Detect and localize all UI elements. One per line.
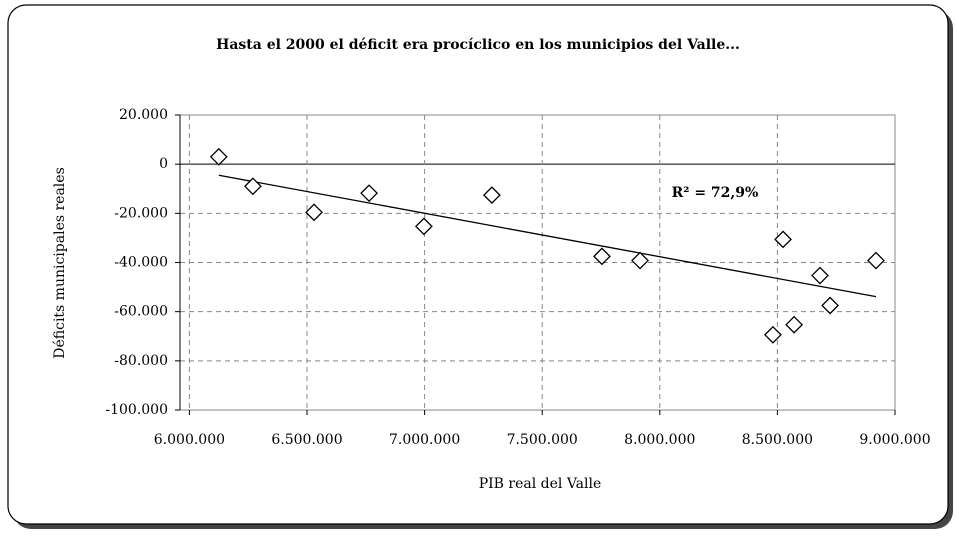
data-point bbox=[414, 217, 433, 236]
chart-title: Hasta el 2000 el déficit era procíclico … bbox=[216, 37, 740, 53]
data-point bbox=[867, 251, 885, 270]
data-point bbox=[482, 186, 501, 205]
x-tick-label: 6.000.000 bbox=[154, 432, 225, 448]
data-point bbox=[209, 147, 228, 166]
y-tick-label: -100.000 bbox=[105, 402, 168, 418]
data-point bbox=[305, 203, 323, 222]
x-axis-label: PIB real del Valle bbox=[479, 476, 602, 492]
x-tick-label: 9.000.000 bbox=[859, 432, 930, 448]
x-tick-label: 8.000.000 bbox=[624, 432, 695, 448]
y-tick-label: -60.000 bbox=[114, 304, 168, 320]
x-tick-label: 8.500.000 bbox=[742, 432, 813, 448]
data-point bbox=[785, 315, 804, 334]
y-tick-label: 0 bbox=[159, 156, 168, 172]
data-point bbox=[631, 251, 649, 270]
y-tick-label: -20.000 bbox=[114, 205, 168, 221]
data-point bbox=[821, 296, 840, 315]
data-point bbox=[243, 177, 262, 196]
data-point bbox=[811, 266, 829, 285]
trendline bbox=[218, 174, 877, 298]
x-tick-label: 7.500.000 bbox=[507, 432, 578, 448]
x-tick-label: 7.000.000 bbox=[389, 432, 460, 448]
y-tick-label: 20.000 bbox=[119, 107, 168, 123]
data-point bbox=[764, 325, 782, 344]
data-point bbox=[360, 184, 379, 203]
x-tick-label: 6.500.000 bbox=[271, 432, 342, 448]
y-tick-label: -40.000 bbox=[114, 255, 168, 271]
y-tick-label: -80.000 bbox=[114, 353, 168, 369]
data-point bbox=[593, 247, 611, 266]
y-axis-label: Déficits municipales reales bbox=[52, 167, 68, 359]
data-point bbox=[774, 230, 792, 249]
annotation: R² = 72,9% bbox=[672, 185, 759, 201]
